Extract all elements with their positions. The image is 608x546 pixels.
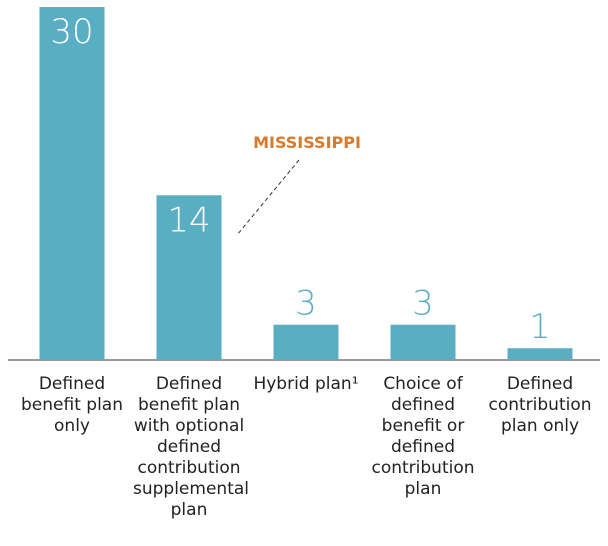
x-tick-label: Defined benefit plan with optional defin…: [133, 374, 249, 520]
bar: [390, 324, 456, 360]
value-label: 3: [412, 284, 434, 324]
x-tick-label: Defined contribution plan only: [488, 374, 592, 436]
annotation: MISSISSIPPI: [253, 133, 361, 152]
bar: [507, 348, 573, 360]
value-label: 14: [167, 200, 210, 240]
annotation-leader: [236, 159, 300, 236]
x-tick-label: Choice of defined benefit or defined con…: [371, 374, 475, 499]
x-tick-label: Defined benefit plan only: [21, 374, 123, 436]
value-label: 30: [50, 12, 93, 52]
value-label: 3: [295, 284, 317, 324]
bar: [273, 324, 339, 360]
bar: [39, 7, 105, 360]
chart: 30 14 3 3 1 MISSISSIPPI: [8, 7, 600, 361]
bar: [156, 195, 222, 360]
x-tick-label: Hybrid plan¹: [253, 374, 359, 394]
value-label: 1: [529, 307, 551, 347]
